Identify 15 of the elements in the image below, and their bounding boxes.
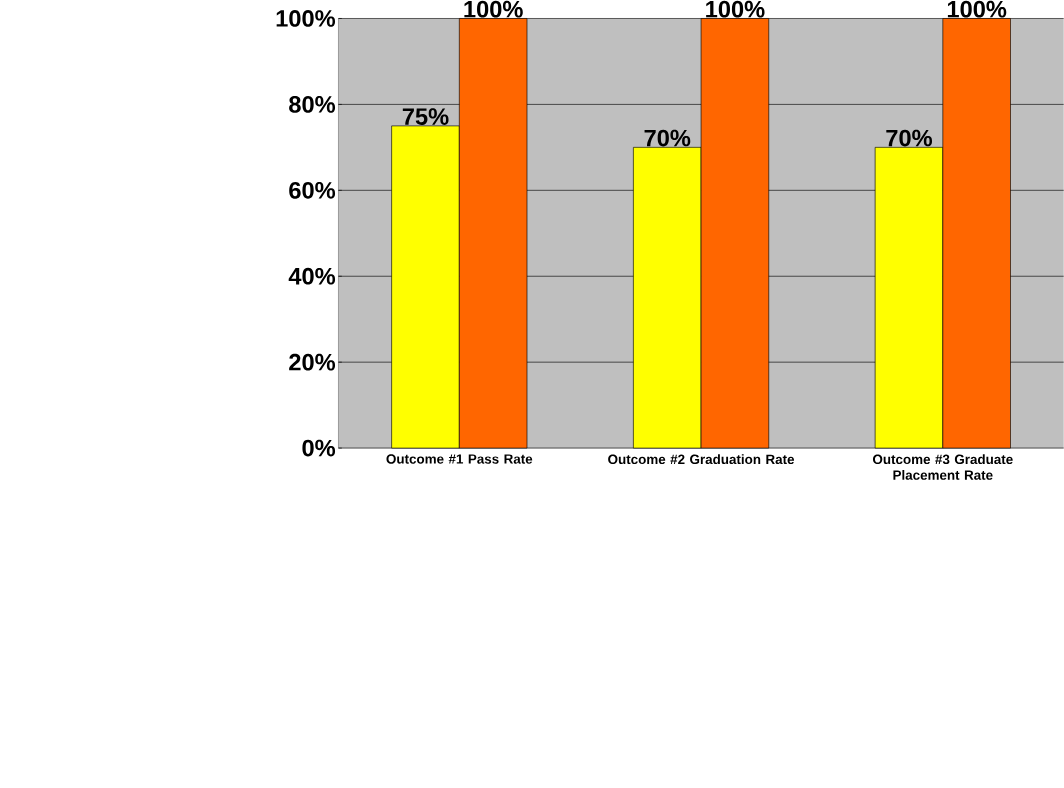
y-tick-label: 60% xyxy=(289,182,336,199)
data-label: 100% xyxy=(464,1,523,18)
y-tick-label: 20% xyxy=(289,354,336,371)
data-label: 70% xyxy=(644,129,691,147)
x-tick-label: Outcome #3 Graduate Placement Rate xyxy=(872,454,1013,481)
y-tick-label: 0% xyxy=(302,439,336,457)
y-tick-label: 100% xyxy=(276,10,336,28)
data-label: 100% xyxy=(947,1,1007,18)
x-tick-label: Outcome #1 Pass Rate xyxy=(386,454,533,464)
data-label: 70% xyxy=(886,129,933,147)
data-label: 100% xyxy=(706,1,765,18)
y-tick-label: 40% xyxy=(288,268,336,285)
x-tick-label: Outcome #2 Graduation Rate xyxy=(608,454,795,465)
data-label: 75% xyxy=(402,108,449,126)
y-tick-label: 80% xyxy=(289,96,336,114)
